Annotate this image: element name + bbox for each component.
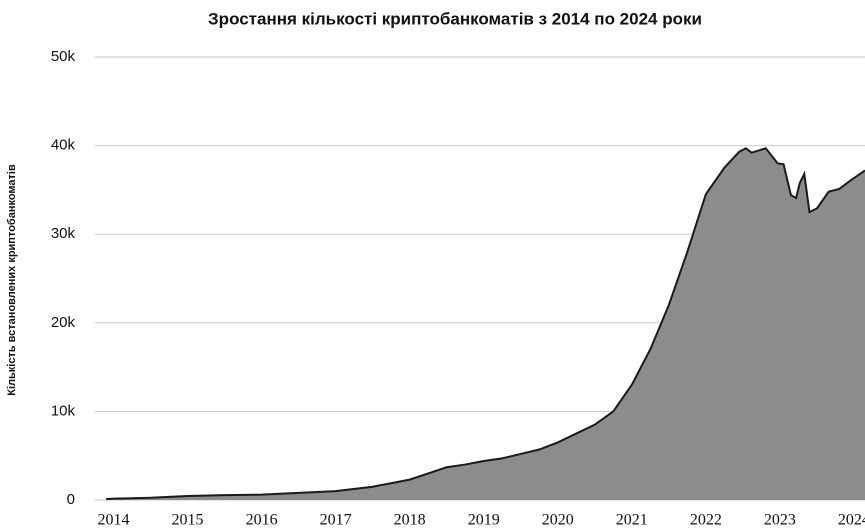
y-tick-label: 40k [51,137,76,154]
x-tick-label: 2020 [542,512,574,529]
y-tick-label: 20k [51,314,76,331]
x-tick-label: 2022 [690,512,722,529]
x-tick-label: 2023 [764,512,796,529]
x-tick-label: 2024 [838,512,865,529]
y-tick-label: 0 [67,491,75,508]
x-tick-label: 2019 [468,512,500,529]
x-tick-label: 2017 [320,512,352,529]
x-tick-label: 2015 [172,512,204,529]
x-tick-label: 2021 [616,512,648,529]
x-tick-label: 2014 [98,512,130,529]
x-tick-label: 2016 [246,512,278,529]
line [106,147,865,501]
x-tick-label: 2018 [394,512,426,529]
area [106,148,865,500]
chart-title: Зростання кількості криптобанкоматів з 2… [208,9,702,28]
y-axis-title: Кількість встановлених криптобанкоматів [6,164,18,396]
y-tick-label: 10k [51,402,76,419]
y-tick-label: 50k [51,48,76,65]
y-tick-label: 30k [51,225,76,242]
